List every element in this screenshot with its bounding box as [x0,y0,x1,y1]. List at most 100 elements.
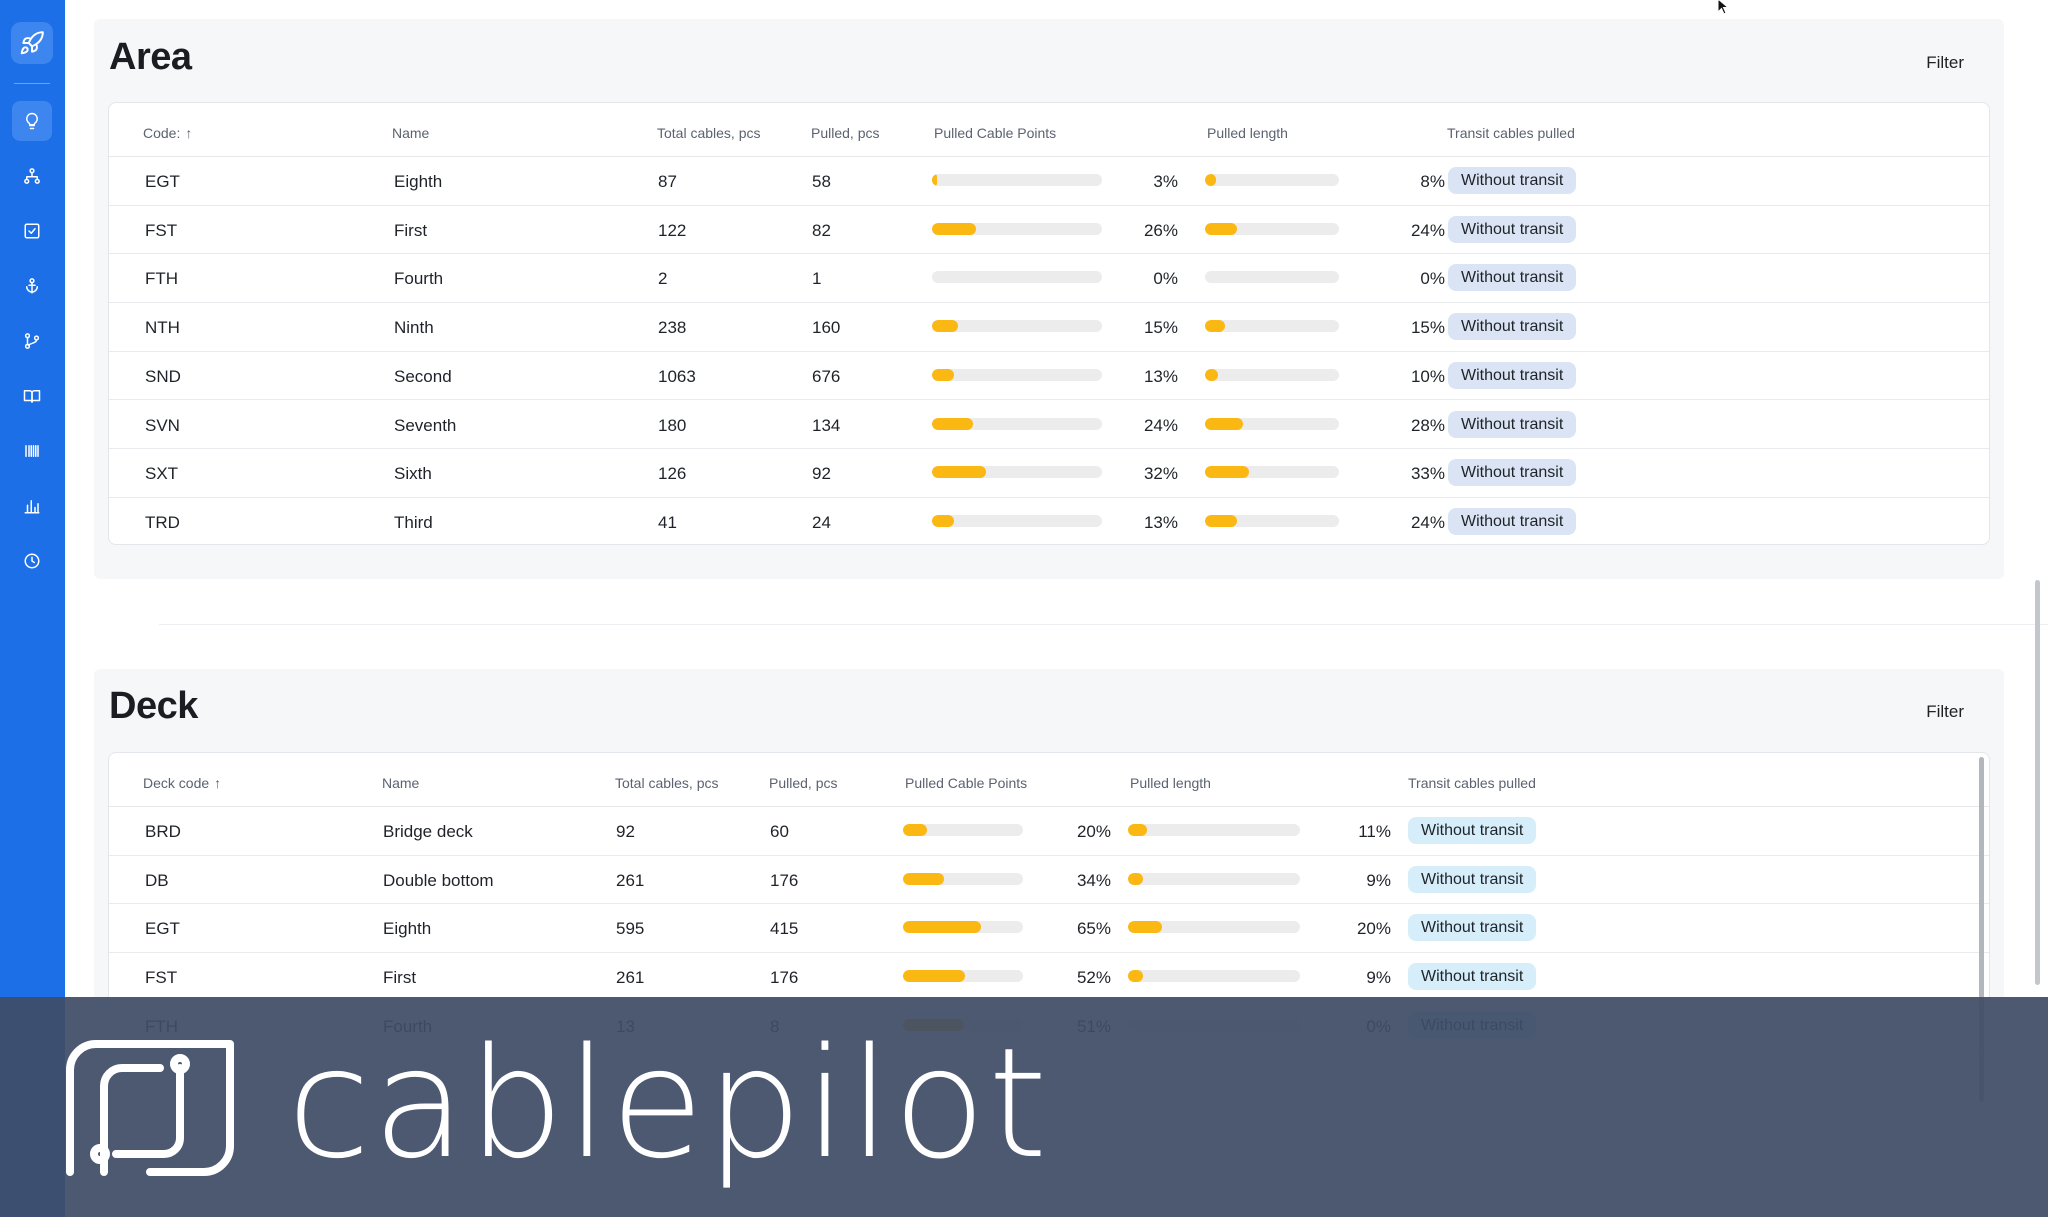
cell-pulled: 415 [770,919,799,939]
deck-col-pulled[interactable]: Pulled, pcs [769,775,838,791]
cell-points-pct: 24% [1143,415,1178,435]
cell-code: FST [145,968,178,988]
length-progress-bar [1205,368,1339,381]
length-progress-bar [1205,222,1339,235]
table-row[interactable]: DB Double bottom 261 176 34% 9% Without transi… [109,856,1989,905]
length-progress-bar [1205,466,1339,479]
cell-points-pct: 26% [1143,220,1178,240]
brand-name: cablepilot [287,1015,1050,1192]
cell-name: First [383,968,417,988]
mouse-cursor-icon [1717,0,1730,15]
sidebar-item-anchor[interactable] [12,266,52,306]
sidebar-item-ideas[interactable] [12,101,52,141]
table-row[interactable]: FST First 122 82 26% 24% Without transit [109,206,1989,255]
area-col-code[interactable]: Code: ↑ [143,125,193,141]
cell-pulled: 60 [770,822,789,841]
cell-name: Sixth [394,464,432,484]
sidebar-item-reports[interactable] [12,486,52,526]
area-col-points[interactable]: Pulled Cable Points [934,125,1057,141]
sidebar-item-history[interactable] [12,541,52,581]
cell-name: Second [394,366,452,386]
cell-total: 261 [616,870,645,890]
length-progress-bar [1128,824,1300,836]
length-progress-fill [1205,320,1226,333]
points-progress-fill [903,872,944,885]
cell-length-pct: 20% [1356,919,1391,939]
table-row[interactable]: NTH Ninth 238 160 15% 15% Without transit [109,303,1989,352]
sidebar-item-tasks[interactable] [12,211,52,251]
cell-name: Bridge deck [383,822,473,841]
page-scrollbar[interactable] [2035,580,2040,985]
cell-code: EGT [145,172,180,191]
deck-col-total[interactable]: Total cables, pcs [615,775,719,791]
area-col-transit[interactable]: Transit cables pulled [1447,125,1575,141]
points-progress-bar [932,514,1102,527]
transit-badge: Without transit [1408,865,1537,893]
area-col-total[interactable]: Total cables, pcs [657,125,761,141]
table-row[interactable]: SVN Seventh 180 134 24% 28% Without transit [109,401,1989,450]
anchor-icon [26,278,38,294]
sidebar-item-branches[interactable] [12,321,52,361]
bar-chart-icon [24,500,40,514]
deck-col-name[interactable]: Name [382,775,420,791]
deck-filter-button[interactable]: Filter [1926,702,1964,721]
length-progress-bar [1205,271,1339,284]
cell-pulled: 676 [812,366,841,386]
git-branch-icon [24,333,40,349]
area-col-name[interactable]: Name [392,125,430,141]
sidebar-item-barcodes[interactable] [12,431,52,471]
deck-col-length[interactable]: Pulled length [1130,775,1211,791]
deck-col-transit[interactable]: Transit cables pulled [1408,775,1536,791]
transit-badge: Without transit [1448,313,1577,341]
area-filter-button[interactable]: Filter [1926,53,1964,72]
points-progress-fill [932,368,955,381]
table-row[interactable]: EGT Eighth 87 58 3% 8% Without transit [109,157,1989,206]
cell-pulled: 1 [812,269,822,289]
cell-points-pct: 34% [1076,870,1111,890]
points-progress-bar [903,872,1023,885]
cell-points-pct: 65% [1076,919,1111,939]
checkbox-icon [24,223,40,239]
cell-total: 92 [616,822,635,841]
cell-total: 180 [658,415,687,435]
deck-col-code[interactable]: Deck code ↑ [143,775,222,791]
cell-total: 261 [616,968,645,988]
table-row[interactable]: BRD Bridge deck 92 60 20% 11% Without transit [109,807,1989,856]
table-row[interactable]: FST First 261 176 52% 9% Without transit [109,953,1989,1002]
table-row[interactable]: SND Second 1063 676 13% 10% Without transit [109,352,1989,401]
table-row[interactable]: SXT Sixth 126 92 32% 33% Without transit [109,449,1989,498]
area-title: Area [109,36,192,78]
deck-col-points[interactable]: Pulled Cable Points [905,775,1028,791]
cell-points-pct: 20% [1076,822,1111,841]
length-progress-bar [1128,872,1300,885]
cell-points-pct: 13% [1143,512,1178,532]
points-progress-bar [932,174,1102,186]
points-progress-bar [903,824,1023,836]
table-row[interactable]: EGT Eighth 595 415 65% 20% Without transit [109,904,1989,954]
cell-code: DB [145,870,169,890]
clock-icon [24,553,40,569]
app-logo-button[interactable] [11,22,53,64]
transit-badge: Without transit [1448,215,1577,243]
cell-code: NTH [145,318,180,338]
table-row[interactable]: FTH Fourth 2 1 0% 0% Without transit [109,254,1989,304]
area-col-length[interactable]: Pulled length [1207,125,1288,141]
cell-total: 238 [658,318,687,338]
points-progress-bar [932,368,1102,381]
cell-length-pct: 33% [1410,464,1445,484]
cell-length-pct: 9% [1366,968,1391,988]
points-progress-fill [903,970,966,983]
area-col-pulled[interactable]: Pulled, pcs [811,125,880,141]
transit-badge: Without transit [1448,410,1577,438]
sidebar-item-structure[interactable] [12,156,52,196]
deck-table-scrollbar[interactable] [1979,757,1984,1102]
sidebar-item-docs[interactable] [12,376,52,416]
rocket-icon [20,31,44,55]
length-progress-bar [1128,970,1300,983]
table-row[interactable]: TRD Third 41 24 13% 24% Without transit [109,498,1989,544]
cell-length-pct: 15% [1410,318,1445,338]
points-progress-fill [903,921,981,934]
cell-pulled: 176 [770,968,799,988]
cell-code: SXT [145,464,179,484]
cell-length-pct: 24% [1410,220,1445,240]
